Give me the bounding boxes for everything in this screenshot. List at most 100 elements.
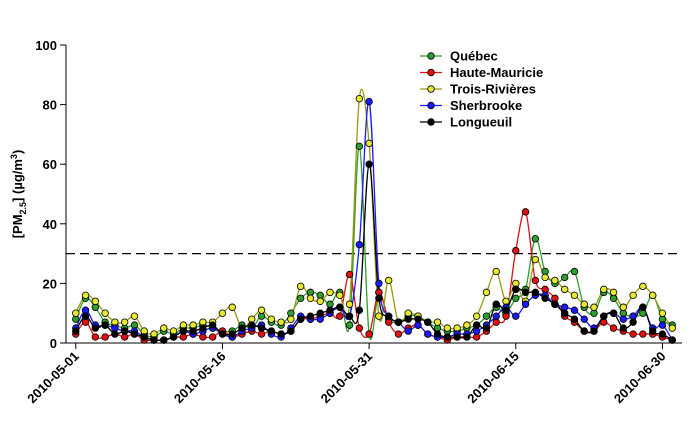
data-point: [463, 333, 471, 341]
data-point: [512, 294, 520, 302]
data-point: [160, 336, 168, 344]
data-point: [570, 267, 579, 276]
data-point: [404, 327, 412, 335]
data-point: [590, 303, 598, 311]
data-point: [160, 324, 168, 332]
data-point: [365, 160, 373, 168]
y-axis-label-part: [PM: [10, 214, 25, 238]
data-point: [629, 318, 637, 326]
legend-marker: [427, 68, 435, 77]
legend-label: Longueuil: [450, 115, 512, 130]
y-axis-label-part: 3: [9, 154, 19, 159]
data-point: [639, 330, 647, 338]
data-point: [541, 273, 549, 282]
data-point: [472, 321, 481, 329]
data-point: [81, 312, 90, 320]
data-point: [375, 294, 383, 302]
data-point: [648, 327, 657, 335]
data-point: [502, 306, 510, 314]
data-point: [365, 139, 373, 148]
data-point: [316, 309, 324, 317]
data-point: [560, 309, 569, 317]
legend-label: Trois-Rivières: [450, 82, 536, 97]
data-point: [482, 288, 491, 297]
data-point: [296, 294, 305, 302]
data-point: [394, 330, 403, 338]
data-point: [551, 300, 559, 308]
data-point: [336, 291, 344, 300]
data-point: [414, 315, 422, 323]
data-point: [355, 142, 364, 151]
data-point: [228, 330, 236, 338]
data-point: [668, 324, 676, 332]
data-point: [218, 309, 227, 317]
data-point: [140, 333, 148, 341]
data-point: [199, 324, 207, 332]
data-point: [580, 315, 588, 323]
data-point: [600, 312, 608, 320]
data-point: [619, 303, 628, 311]
data-point: [433, 318, 442, 326]
data-point: [111, 330, 119, 338]
x-tick-label: 2010-06-30: [611, 349, 669, 407]
legend-marker: [427, 52, 435, 60]
data-point: [394, 318, 403, 326]
y-tick-label: 80: [43, 98, 57, 113]
data-point: [453, 333, 461, 341]
data-point: [81, 291, 90, 300]
data-point: [521, 208, 530, 216]
data-point: [668, 336, 676, 344]
data-point: [248, 321, 256, 329]
data-point: [648, 291, 657, 300]
data-point: [580, 300, 588, 308]
data-point: [91, 324, 100, 332]
data-point: [91, 333, 100, 341]
data-point: [639, 282, 647, 291]
data-point: [91, 297, 100, 305]
data-point: [541, 294, 549, 302]
y-tick-label: 60: [43, 157, 57, 172]
data-point: [658, 309, 667, 317]
data-point: [296, 282, 305, 291]
data-point: [570, 306, 579, 314]
x-tick-label: 2010-05-01: [24, 349, 82, 407]
data-point: [512, 312, 520, 320]
data-point: [179, 327, 188, 335]
data-point: [101, 333, 109, 341]
data-point: [336, 303, 344, 311]
data-point: [512, 246, 520, 255]
data-point: [658, 321, 667, 329]
data-point: [326, 306, 334, 314]
data-point: [492, 267, 500, 276]
data-point: [277, 330, 285, 338]
data-point: [482, 324, 491, 332]
legend-label: Québec: [450, 49, 498, 64]
data-point: [257, 306, 266, 314]
data-point: [433, 330, 442, 338]
data-point: [72, 309, 80, 317]
data-point: [267, 315, 276, 323]
legend-marker: [427, 101, 435, 110]
legend-label: Haute-Mauricie: [450, 65, 543, 80]
data-point: [639, 303, 647, 311]
data-point: [238, 324, 246, 332]
data-point: [531, 255, 540, 264]
data-point: [306, 294, 315, 302]
y-axis-label-part: ): [10, 150, 25, 154]
data-point: [120, 318, 129, 326]
data-point: [551, 276, 559, 285]
data-point: [296, 315, 305, 323]
data-point: [218, 330, 227, 338]
data-point: [365, 330, 373, 338]
data-point: [658, 330, 667, 338]
data-point: [336, 312, 344, 320]
data-point: [570, 315, 579, 323]
x-tick-label: 2010-06-15: [464, 349, 522, 407]
data-point: [355, 94, 364, 103]
legend-marker: [427, 118, 435, 126]
data-point: [326, 288, 334, 297]
data-point: [424, 330, 432, 338]
y-axis-label-part: ] (µg/m: [10, 159, 25, 202]
data-point: [629, 291, 637, 300]
data-point: [257, 324, 266, 332]
